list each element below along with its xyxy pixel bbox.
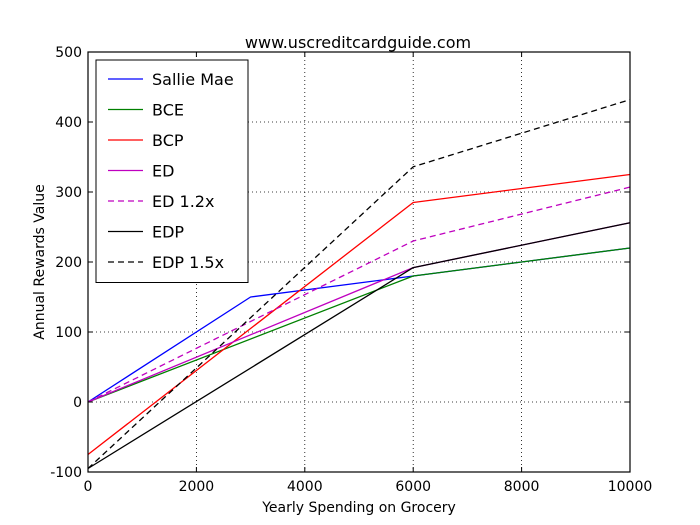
legend-label: BCE xyxy=(152,101,184,120)
series-lines xyxy=(87,98,631,470)
axis-ticks: 0 2000 4000 6000 8000 10000-10001002003004005… xyxy=(50,45,652,495)
y-tick-label: 0 xyxy=(73,395,82,411)
y-tick-label: 300 xyxy=(55,185,82,201)
x-tick-label: 6000 xyxy=(395,479,431,495)
y-tick-label: 200 xyxy=(55,255,82,271)
x-tick-label: 10000 xyxy=(608,479,653,495)
series-line xyxy=(87,98,631,469)
legend-label: EDP xyxy=(152,223,184,242)
legend-label: EDP 1.5x xyxy=(152,253,224,272)
legend-label: ED xyxy=(152,162,174,181)
legend-label: ED 1.2x xyxy=(152,192,214,211)
x-tick-label: 4000 xyxy=(287,479,323,495)
chart-title: www.uscreditcardguide.com xyxy=(245,33,471,52)
legend-box xyxy=(95,59,249,283)
y-tick-label: 400 xyxy=(55,115,82,131)
y-axis-label: Annual Rewards Value xyxy=(32,184,48,339)
y-tick-label: 500 xyxy=(55,45,82,61)
series-line xyxy=(87,222,631,470)
legend-label: Sallie Mae xyxy=(152,70,234,89)
series-line xyxy=(87,173,631,456)
series-line xyxy=(87,247,631,403)
series-line xyxy=(87,186,631,403)
x-tick-label: 0 xyxy=(84,479,93,495)
x-tick-label: 8000 xyxy=(504,479,540,495)
legend: Sallie Mae BCE BCP ED ED 1.2x EDP EDP 1.5x xyxy=(95,59,249,283)
x-axis-label: Yearly Spending on Grocery xyxy=(261,500,456,516)
x-tick-label: 2000 xyxy=(179,479,215,495)
legend-label: BCP xyxy=(152,131,184,150)
y-tick-label: 100 xyxy=(55,325,82,341)
y-tick-label: -100 xyxy=(50,465,82,481)
